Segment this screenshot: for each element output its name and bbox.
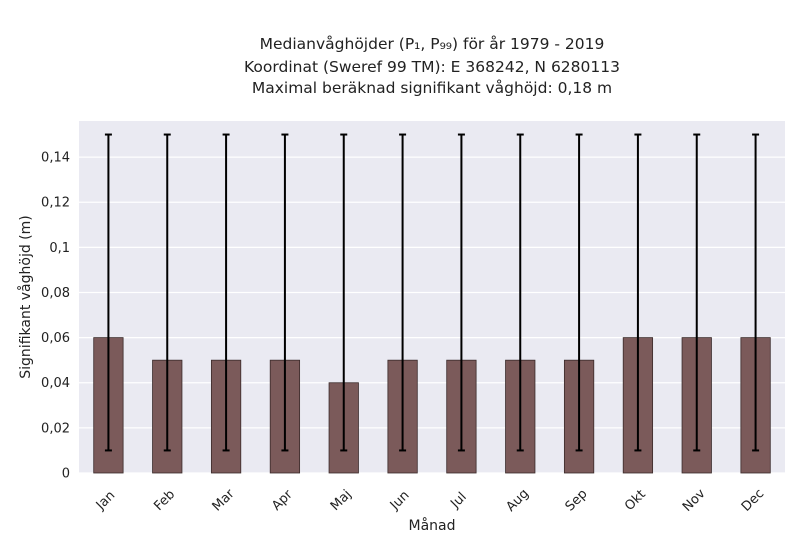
y-tick-label: 0,02 <box>41 421 70 436</box>
x-tick-label-okt: Okt <box>622 487 649 514</box>
x-axis-label: Månad <box>409 517 456 534</box>
y-tick-label: 0,14 <box>41 151 70 166</box>
x-tick-label-jun: Jun <box>387 488 413 514</box>
x-tick-labels: Jan Feb Mar Apr Maj Jun Jul Aug Sep Okt Nov Dec <box>93 486 767 515</box>
x-tick-label-nov: Nov <box>680 486 709 515</box>
x-tick-label-mar: Mar <box>210 486 238 514</box>
chart-title-line-2: Koordinat (Sweref 99 TM): E 368242, N 62… <box>244 58 620 76</box>
y-tick-label: 0,1 <box>49 241 70 256</box>
y-tick-label: 0,08 <box>41 286 70 301</box>
y-tick-label: 0,04 <box>41 376 70 391</box>
chart-title-line-3: Maximal beräknad signifikant våghöjd: 0,… <box>251 79 613 97</box>
y-tick-label: 0,06 <box>41 331 70 346</box>
y-tick-label: 0 <box>62 467 70 482</box>
x-tick-label-sep: Sep <box>563 487 591 515</box>
x-tick-label-jul: Jul <box>447 490 469 512</box>
y-axis-label: Signifikant våghöjd (m) <box>17 215 34 378</box>
grid-lines <box>79 156 785 474</box>
x-tick-label-feb: Feb <box>151 487 178 514</box>
x-tick-label-jan: Jan <box>93 488 118 513</box>
plot-area <box>79 121 785 473</box>
error-bars <box>104 133 760 452</box>
chart-title-line-1: Medianvåghöjder (P₁, P₉₉) för år 1979 - … <box>259 35 605 53</box>
y-tick-label: 0,12 <box>41 196 70 211</box>
x-tick-label-aug: Aug <box>503 486 532 515</box>
y-tick-labels: 0 0,02 0,04 0,06 0,08 0,1 0,12 0,14 <box>41 151 70 482</box>
x-tick-label-dec: Dec <box>739 486 767 514</box>
x-tick-label-apr: Apr <box>269 487 296 514</box>
x-tick-label-maj: Maj <box>328 487 355 514</box>
